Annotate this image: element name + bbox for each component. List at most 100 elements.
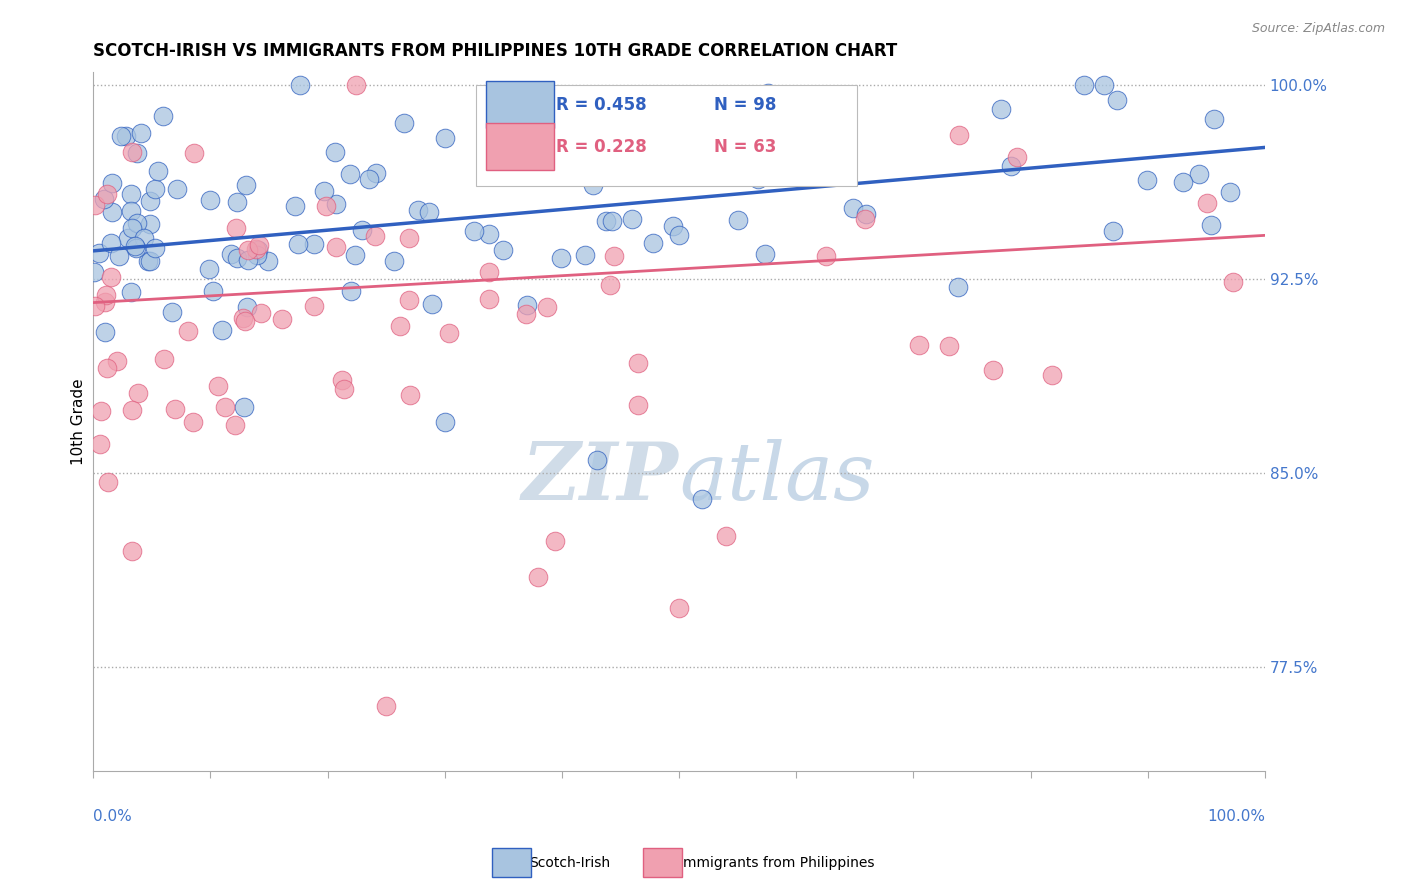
- Point: [138, 194, 160, 208]
- Point: [246, 244, 269, 258]
- Point: [108, 249, 131, 263]
- Point: [463, 225, 485, 239]
- Point: [389, 319, 412, 334]
- Point: [1092, 78, 1115, 93]
- Point: [236, 243, 259, 257]
- Point: [315, 199, 337, 213]
- Point: [1219, 185, 1241, 199]
- Point: [382, 253, 405, 268]
- Point: [284, 199, 307, 213]
- Point: [121, 145, 143, 159]
- Point: [433, 415, 456, 429]
- Point: [121, 204, 143, 219]
- FancyBboxPatch shape: [485, 81, 554, 128]
- Text: 0.0%: 0.0%: [93, 809, 132, 824]
- Point: [198, 262, 221, 277]
- Point: [661, 219, 683, 233]
- Point: [727, 213, 749, 227]
- Point: [125, 216, 148, 230]
- Point: [226, 194, 249, 209]
- Point: [96, 288, 118, 302]
- Point: [96, 187, 118, 202]
- Point: [668, 600, 690, 615]
- Point: [357, 172, 380, 186]
- Point: [125, 145, 148, 160]
- Point: [1202, 112, 1225, 127]
- Point: [211, 323, 233, 337]
- Point: [84, 198, 107, 212]
- Point: [127, 385, 149, 400]
- Point: [245, 242, 267, 256]
- Point: [551, 136, 574, 151]
- Point: [340, 284, 363, 298]
- Text: SCOTCH-IRISH VS IMMIGRANTS FROM PHILIPPINES 10TH GRADE CORRELATION CHART: SCOTCH-IRISH VS IMMIGRANTS FROM PHILIPPI…: [93, 42, 897, 60]
- Point: [855, 207, 877, 221]
- Point: [842, 201, 865, 215]
- Point: [364, 166, 387, 180]
- Point: [1199, 219, 1222, 233]
- Point: [143, 241, 166, 255]
- Point: [247, 238, 270, 252]
- Point: [120, 186, 142, 201]
- Point: [1105, 93, 1128, 107]
- Point: [219, 247, 242, 261]
- Point: [183, 145, 205, 160]
- Point: [398, 293, 420, 307]
- Point: [332, 383, 354, 397]
- Point: [392, 116, 415, 130]
- Point: [339, 167, 361, 181]
- Point: [121, 543, 143, 558]
- Point: [100, 205, 122, 219]
- Point: [516, 298, 538, 312]
- Point: [938, 339, 960, 353]
- Point: [250, 306, 273, 320]
- Text: 100.0%: 100.0%: [1206, 809, 1265, 824]
- Text: R = 0.458: R = 0.458: [555, 95, 647, 113]
- Point: [314, 185, 336, 199]
- Point: [586, 453, 609, 467]
- Point: [246, 248, 269, 262]
- Point: [83, 265, 105, 279]
- Point: [121, 221, 143, 235]
- Text: ZIP: ZIP: [522, 439, 679, 516]
- Point: [439, 326, 461, 341]
- Point: [129, 126, 152, 140]
- Point: [1000, 159, 1022, 173]
- FancyBboxPatch shape: [485, 123, 554, 170]
- FancyBboxPatch shape: [477, 85, 858, 186]
- Point: [232, 311, 254, 326]
- Point: [1195, 195, 1218, 210]
- Point: [121, 403, 143, 417]
- Point: [599, 277, 621, 292]
- Point: [89, 436, 111, 450]
- Point: [235, 300, 257, 314]
- Point: [815, 249, 838, 263]
- Point: [1102, 224, 1125, 238]
- Point: [536, 301, 558, 315]
- Point: [344, 78, 367, 93]
- Point: [117, 231, 139, 245]
- Point: [90, 404, 112, 418]
- Point: [287, 237, 309, 252]
- Point: [433, 131, 456, 145]
- Point: [304, 237, 326, 252]
- Point: [225, 221, 247, 235]
- Point: [153, 351, 176, 366]
- Point: [550, 251, 572, 265]
- Point: [853, 211, 876, 226]
- Point: [152, 110, 174, 124]
- Point: [406, 203, 429, 218]
- Point: [181, 415, 204, 429]
- Point: [271, 312, 294, 326]
- Point: [146, 164, 169, 178]
- Point: [1222, 276, 1244, 290]
- Point: [235, 178, 257, 192]
- Point: [544, 533, 567, 548]
- Text: Source: ZipAtlas.com: Source: ZipAtlas.com: [1251, 22, 1385, 36]
- Point: [96, 361, 118, 376]
- Point: [352, 223, 374, 237]
- Point: [478, 265, 501, 279]
- Point: [94, 294, 117, 309]
- Point: [110, 128, 132, 143]
- Point: [302, 299, 325, 313]
